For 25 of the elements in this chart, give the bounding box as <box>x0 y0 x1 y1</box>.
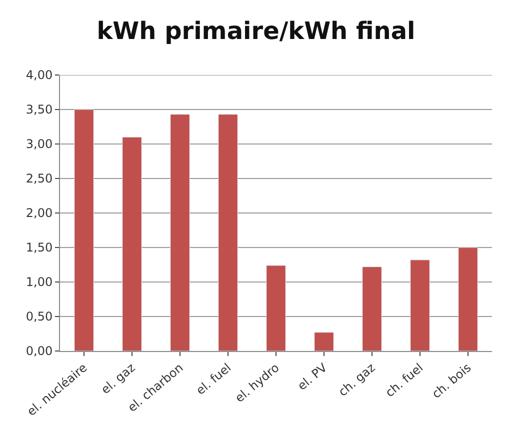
x-tick-label: ch. fuel <box>382 360 426 400</box>
bar <box>74 109 94 351</box>
bar <box>170 114 190 351</box>
chart-title: kWh primaire/kWh final <box>96 17 416 46</box>
y-tick-label: 1,00 <box>26 275 53 290</box>
x-tick-label: el. fuel <box>193 360 234 398</box>
y-tick-label: 2,50 <box>26 172 53 186</box>
bar <box>458 247 478 351</box>
bar <box>218 114 238 351</box>
y-tick-label: 3,00 <box>26 137 53 152</box>
y-tick-label: 2,00 <box>26 206 53 220</box>
y-tick-label: 4,00 <box>26 68 53 82</box>
y-tick-label: 0,50 <box>26 310 53 324</box>
x-tick-label: ch. bois <box>429 360 474 402</box>
x-tick-label: el. PV <box>294 360 330 394</box>
x-tick-label: el. gaz <box>98 360 138 397</box>
bar <box>410 260 430 351</box>
x-tick-label: ch. gaz <box>336 360 378 400</box>
y-tick-label: 3,50 <box>26 102 53 117</box>
bar <box>266 265 286 351</box>
bar <box>314 332 334 351</box>
y-tick-label: 1,50 <box>26 240 53 255</box>
bar <box>122 136 142 351</box>
bar <box>362 266 382 351</box>
y-tick-label: 0,00 <box>26 344 53 358</box>
